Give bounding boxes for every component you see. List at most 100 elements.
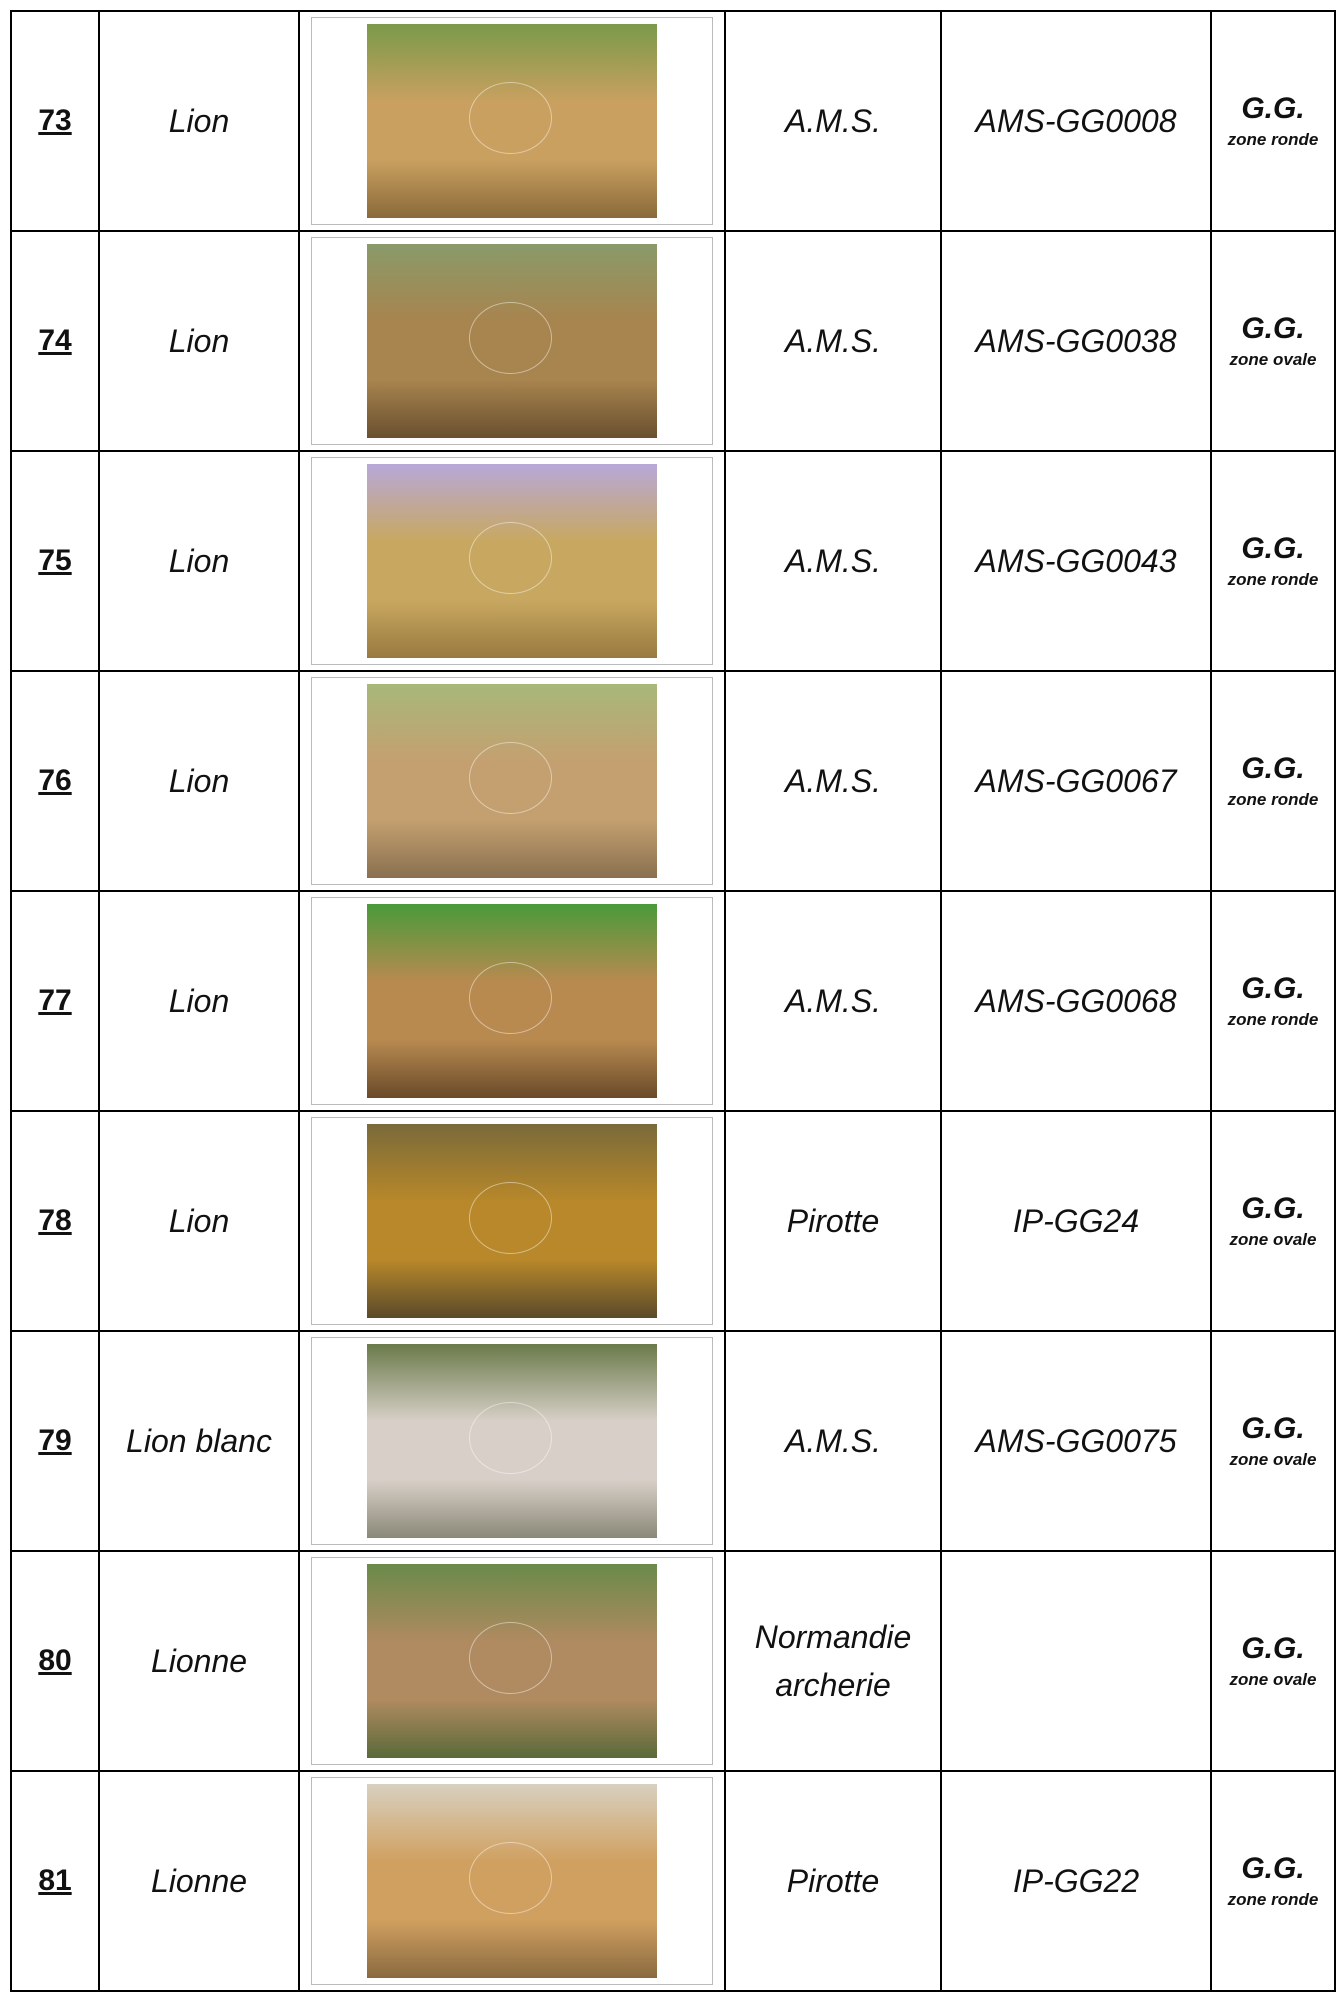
- target-number: 79: [38, 1424, 72, 1457]
- number-cell: 76: [10, 670, 100, 892]
- maker: A.M.S.: [784, 323, 881, 359]
- target-image: [367, 464, 657, 658]
- image-cell: [298, 670, 726, 892]
- target-number: 75: [38, 544, 72, 577]
- image-frame: [311, 1337, 713, 1545]
- code-cell: AMS-GG0068: [940, 890, 1212, 1112]
- maker-cell: Pirotte: [724, 1110, 942, 1332]
- maker: A.M.S.: [784, 983, 881, 1019]
- zone: zone ronde: [1227, 790, 1319, 809]
- target-image: [367, 1564, 657, 1758]
- grade-cell: G.G. zone ronde: [1210, 450, 1336, 672]
- grade-cell: G.G. zone ovale: [1210, 1550, 1336, 1772]
- reference-code: AMS-GG0067: [975, 762, 1177, 799]
- image-frame: [311, 17, 713, 225]
- animal-name: Lion: [168, 102, 230, 139]
- table-row: 81 Lionne Pirotte IP-GG22 G.G. zone ronde: [10, 1770, 1336, 1992]
- grade-cell: G.G. zone ronde: [1210, 670, 1336, 892]
- target-number: 77: [38, 984, 72, 1017]
- grade: G.G.: [1241, 752, 1305, 785]
- maker-cell: A.M.S.: [724, 890, 942, 1112]
- image-frame: [311, 677, 713, 885]
- number-cell: 74: [10, 230, 100, 452]
- number-cell: 80: [10, 1550, 100, 1772]
- animal-name: Lion: [168, 1202, 230, 1239]
- target-number: 81: [38, 1864, 72, 1897]
- animal-name: Lion: [168, 762, 230, 799]
- reference-code: AMS-GG0038: [975, 322, 1177, 359]
- image-cell: [298, 1550, 726, 1772]
- image-frame: [311, 1117, 713, 1325]
- maker: A.M.S.: [784, 543, 881, 579]
- code-cell: AMS-GG0067: [940, 670, 1212, 892]
- animal-name: Lion: [168, 322, 230, 359]
- code-cell: IP-GG22: [940, 1770, 1212, 1992]
- name-cell: Lion: [98, 230, 300, 452]
- grade-cell: G.G. zone ronde: [1210, 890, 1336, 1112]
- target-number: 73: [38, 104, 72, 137]
- code-cell: [940, 1550, 1212, 1772]
- code-cell: AMS-GG0008: [940, 10, 1212, 232]
- reference-code: AMS-GG0043: [975, 542, 1177, 579]
- reference-code: IP-GG24: [1012, 1202, 1140, 1239]
- maker-cell: A.M.S.: [724, 450, 942, 672]
- target-number: 76: [38, 764, 72, 797]
- grade: G.G.: [1241, 312, 1305, 345]
- maker: A.M.S.: [784, 103, 881, 139]
- number-cell: 75: [10, 450, 100, 672]
- grade: G.G.: [1241, 1632, 1305, 1665]
- zone: zone ronde: [1227, 570, 1319, 589]
- table-row: 73 Lion A.M.S. AMS-GG0008 G.G. zone ronde: [10, 10, 1336, 232]
- number-cell: 79: [10, 1330, 100, 1552]
- table-row: 80 Lionne Normandie archerie G.G. zone ovale: [10, 1550, 1336, 1772]
- name-cell: Lion: [98, 450, 300, 672]
- grade-cell: G.G. zone ovale: [1210, 1330, 1336, 1552]
- maker-cell: Pirotte: [724, 1770, 942, 1992]
- name-cell: Lion blanc: [98, 1330, 300, 1552]
- zone: zone ronde: [1227, 1010, 1319, 1029]
- image-cell: [298, 230, 726, 452]
- animal-name: Lionne: [150, 1862, 248, 1899]
- zone: zone ovale: [1229, 1230, 1317, 1249]
- target-image: [367, 1124, 657, 1318]
- maker-cell: Normandie archerie: [724, 1550, 942, 1772]
- grade: G.G.: [1241, 532, 1305, 565]
- number-cell: 78: [10, 1110, 100, 1332]
- target-image: [367, 1784, 657, 1978]
- name-cell: Lionne: [98, 1770, 300, 1992]
- name-cell: Lion: [98, 890, 300, 1112]
- grade: G.G.: [1241, 1412, 1305, 1445]
- grade-cell: G.G. zone ovale: [1210, 230, 1336, 452]
- grade: G.G.: [1241, 1192, 1305, 1225]
- target-number: 74: [38, 324, 72, 357]
- table-row: 78 Lion Pirotte IP-GG24 G.G. zone ovale: [10, 1110, 1336, 1332]
- image-frame: [311, 457, 713, 665]
- grade-cell: G.G. zone ronde: [1210, 10, 1336, 232]
- zone: zone ovale: [1229, 350, 1317, 369]
- name-cell: Lion: [98, 10, 300, 232]
- name-cell: Lionne: [98, 1550, 300, 1772]
- code-cell: IP-GG24: [940, 1110, 1212, 1332]
- reference-code: IP-GG22: [1012, 1862, 1140, 1899]
- image-cell: [298, 10, 726, 232]
- image-cell: [298, 1330, 726, 1552]
- table-row: 77 Lion A.M.S. AMS-GG0068 G.G. zone ronde: [10, 890, 1336, 1112]
- code-cell: AMS-GG0038: [940, 230, 1212, 452]
- number-cell: 77: [10, 890, 100, 1112]
- grade: G.G.: [1241, 972, 1305, 1005]
- maker-cell: A.M.S.: [724, 230, 942, 452]
- table-row: 76 Lion A.M.S. AMS-GG0067 G.G. zone ronde: [10, 670, 1336, 892]
- animal-name: Lion: [168, 982, 230, 1019]
- zone: zone ronde: [1227, 1890, 1319, 1909]
- grade-cell: G.G. zone ovale: [1210, 1110, 1336, 1332]
- maker-cell: A.M.S.: [724, 10, 942, 232]
- maker: Pirotte: [786, 1863, 880, 1899]
- number-cell: 81: [10, 1770, 100, 1992]
- image-cell: [298, 1770, 726, 1992]
- target-image: [367, 904, 657, 1098]
- animal-name: Lion blanc: [126, 1422, 272, 1459]
- image-frame: [311, 1777, 713, 1985]
- image-frame: [311, 237, 713, 445]
- target-image: [367, 24, 657, 218]
